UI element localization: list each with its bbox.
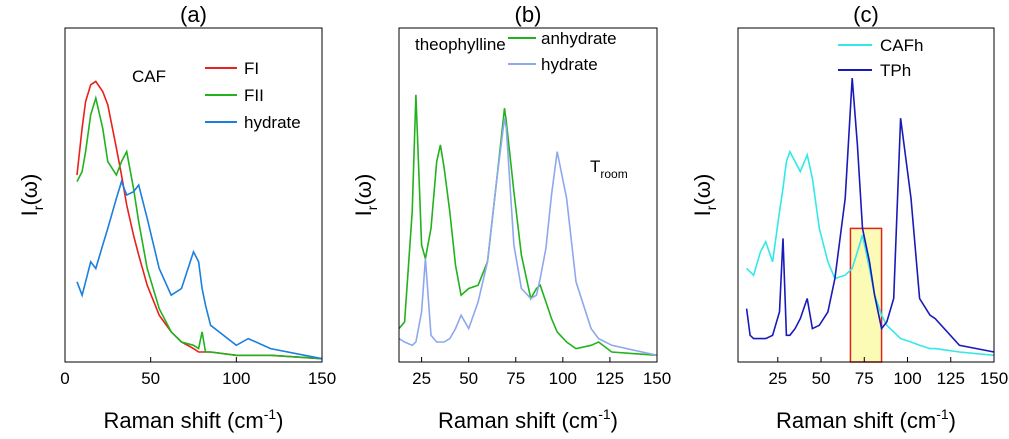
x-label-main: Raman shift (cm	[104, 408, 264, 433]
x-label-tail: )	[949, 408, 956, 433]
x-tick-label: 50	[459, 369, 478, 388]
y-label-sub: r	[703, 205, 719, 210]
line	[76, 179, 323, 360]
legend-label: hydrate	[541, 55, 598, 74]
x-label-tail: )	[276, 408, 283, 433]
x-tick-label: 150	[643, 369, 671, 388]
line	[398, 94, 658, 357]
x-tick-label: 75	[506, 369, 525, 388]
panel-title: (a)	[180, 2, 207, 27]
y-axis-label: Ir(ω)	[351, 174, 380, 217]
x-label-main: Raman shift (cm	[776, 408, 936, 433]
x-tick-label: 100	[222, 369, 250, 388]
y-axis-label: Ir(ω)	[17, 174, 46, 217]
annotation: Troom	[590, 157, 628, 181]
legend-label: FII	[244, 86, 264, 105]
line	[398, 118, 658, 357]
x-label-sup: -1	[936, 406, 949, 422]
y-label-tail: (ω)	[690, 174, 715, 206]
y-label-tail: (ω)	[351, 174, 376, 206]
panel: (b) anhydrate hydrate 25 50 75 100 125 150 Raman …	[351, 2, 671, 433]
x-tick-label: 150	[308, 369, 336, 388]
line	[745, 78, 995, 353]
x-tick-label: 150	[980, 369, 1008, 388]
x-tick-label: 25	[412, 369, 431, 388]
y-label-main: I	[17, 210, 42, 216]
x-tick-label: 100	[549, 369, 577, 388]
x-label-tail: )	[611, 408, 618, 433]
x-axis-label: Raman shift (cm-1)	[776, 406, 956, 433]
legend-label: CAFh	[880, 36, 923, 55]
plot-frame	[398, 27, 658, 363]
x-label-main: Raman shift (cm	[438, 408, 598, 433]
x-axis-label: Raman shift (cm-1)	[104, 406, 284, 433]
x-axis-label: Raman shift (cm-1)	[438, 406, 618, 433]
x-tick-label: 50	[141, 369, 160, 388]
legend-label: TPh	[880, 61, 911, 80]
annotation: CAF	[132, 67, 166, 86]
y-label-tail: (ω)	[17, 174, 42, 206]
y-axis-label: Ir(ω)	[690, 174, 719, 217]
x-tick-label: 25	[768, 369, 787, 388]
temp-sub: room	[600, 167, 627, 181]
x-label-sup: -1	[264, 406, 277, 422]
panel-title: (c)	[853, 2, 879, 27]
y-label-main: I	[690, 210, 715, 216]
y-label-main: I	[351, 210, 376, 216]
annotation: theophylline	[415, 35, 506, 54]
plot-frame	[64, 27, 323, 363]
x-tick-label: 75	[855, 369, 874, 388]
x-tick-label: 0	[60, 369, 69, 388]
x-label-sup: -1	[598, 406, 611, 422]
x-tick-label: 100	[893, 369, 921, 388]
panel: (c)CAFh TPh 25 50 75 100 125 150 Raman shift (cm…	[690, 2, 1008, 433]
y-label-sub: r	[30, 205, 46, 210]
line	[76, 95, 323, 360]
x-tick-label: 125	[596, 369, 624, 388]
legend-label: anhydrate	[541, 29, 617, 48]
y-label-sub: r	[364, 205, 380, 210]
panel: (a) FI FII hydrate 0 50 100 150 Raman shift (cm-…	[17, 2, 336, 433]
plot-frame	[737, 27, 995, 363]
temp-main: T	[590, 157, 600, 176]
x-tick-label: 50	[812, 369, 831, 388]
panel-title: (b)	[515, 2, 542, 27]
x-tick-label: 125	[937, 369, 965, 388]
legend-label: hydrate	[244, 113, 301, 132]
legend-label: FI	[244, 59, 259, 78]
